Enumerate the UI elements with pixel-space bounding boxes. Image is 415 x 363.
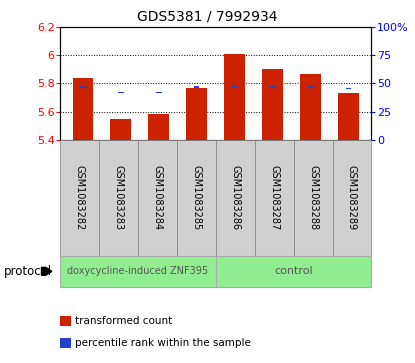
Bar [110, 119, 131, 140]
Text: GDS5381 / 7992934: GDS5381 / 7992934 [137, 9, 278, 23]
Bar [118, 92, 124, 94]
Text: GSM1083289: GSM1083289 [347, 165, 357, 231]
Text: GSM1083285: GSM1083285 [191, 165, 201, 231]
Bar [149, 114, 169, 140]
Text: GSM1083287: GSM1083287 [269, 165, 279, 231]
Bar [232, 85, 237, 87]
Bar [186, 88, 207, 140]
Text: GSM1083288: GSM1083288 [308, 165, 318, 231]
Bar [225, 54, 245, 140]
Bar [73, 78, 93, 140]
Bar [270, 86, 276, 88]
Text: transformed count: transformed count [75, 316, 172, 326]
Text: GSM1083286: GSM1083286 [230, 165, 240, 231]
Bar [338, 93, 359, 140]
Text: GSM1083282: GSM1083282 [75, 165, 85, 231]
Text: protocol: protocol [4, 265, 52, 278]
Bar [156, 92, 161, 94]
Bar [346, 87, 352, 89]
Text: control: control [274, 266, 313, 276]
Text: GSM1083284: GSM1083284 [152, 165, 162, 231]
Bar [194, 86, 200, 88]
Bar [80, 86, 85, 88]
Bar [262, 69, 283, 140]
Text: percentile rank within the sample: percentile rank within the sample [75, 338, 251, 348]
Text: GSM1083283: GSM1083283 [114, 165, 124, 231]
Bar [308, 86, 313, 88]
Bar [300, 74, 321, 140]
Text: doxycycline-induced ZNF395: doxycycline-induced ZNF395 [67, 266, 209, 276]
